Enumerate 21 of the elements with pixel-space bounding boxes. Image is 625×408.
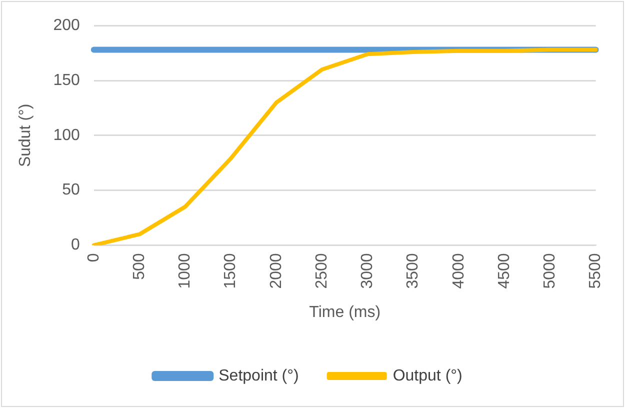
y-tick-label: 50	[62, 182, 80, 199]
x-axis-title: Time (ms)	[309, 304, 381, 321]
y-tick-label: 150	[53, 72, 80, 89]
x-tick-label: 1000	[176, 253, 194, 289]
y-tick-label: 0	[70, 236, 80, 254]
x-tick-label: 3500	[404, 253, 422, 289]
x-tick-label: 2500	[313, 253, 330, 289]
x-tick-label: 3000	[359, 253, 376, 289]
x-tick-label: 5500	[587, 253, 604, 289]
legend-label: Setpoint (°)	[218, 367, 299, 384]
x-tick-label: 0	[85, 253, 102, 262]
x-tick-label: 500	[130, 253, 148, 280]
x-tick-label: 4500	[496, 253, 513, 289]
x-tick-label: 1500	[222, 253, 240, 289]
x-tick-label: 5000	[542, 253, 559, 289]
legend-label: Output (°)	[392, 367, 462, 384]
y-axis-title: Sudut (°)	[17, 104, 34, 168]
x-tick-label: 2000	[268, 253, 285, 289]
y-tick-label: 200	[53, 17, 80, 34]
x-tick-label: 4000	[450, 253, 468, 289]
y-tick-label: 100	[53, 126, 80, 144]
